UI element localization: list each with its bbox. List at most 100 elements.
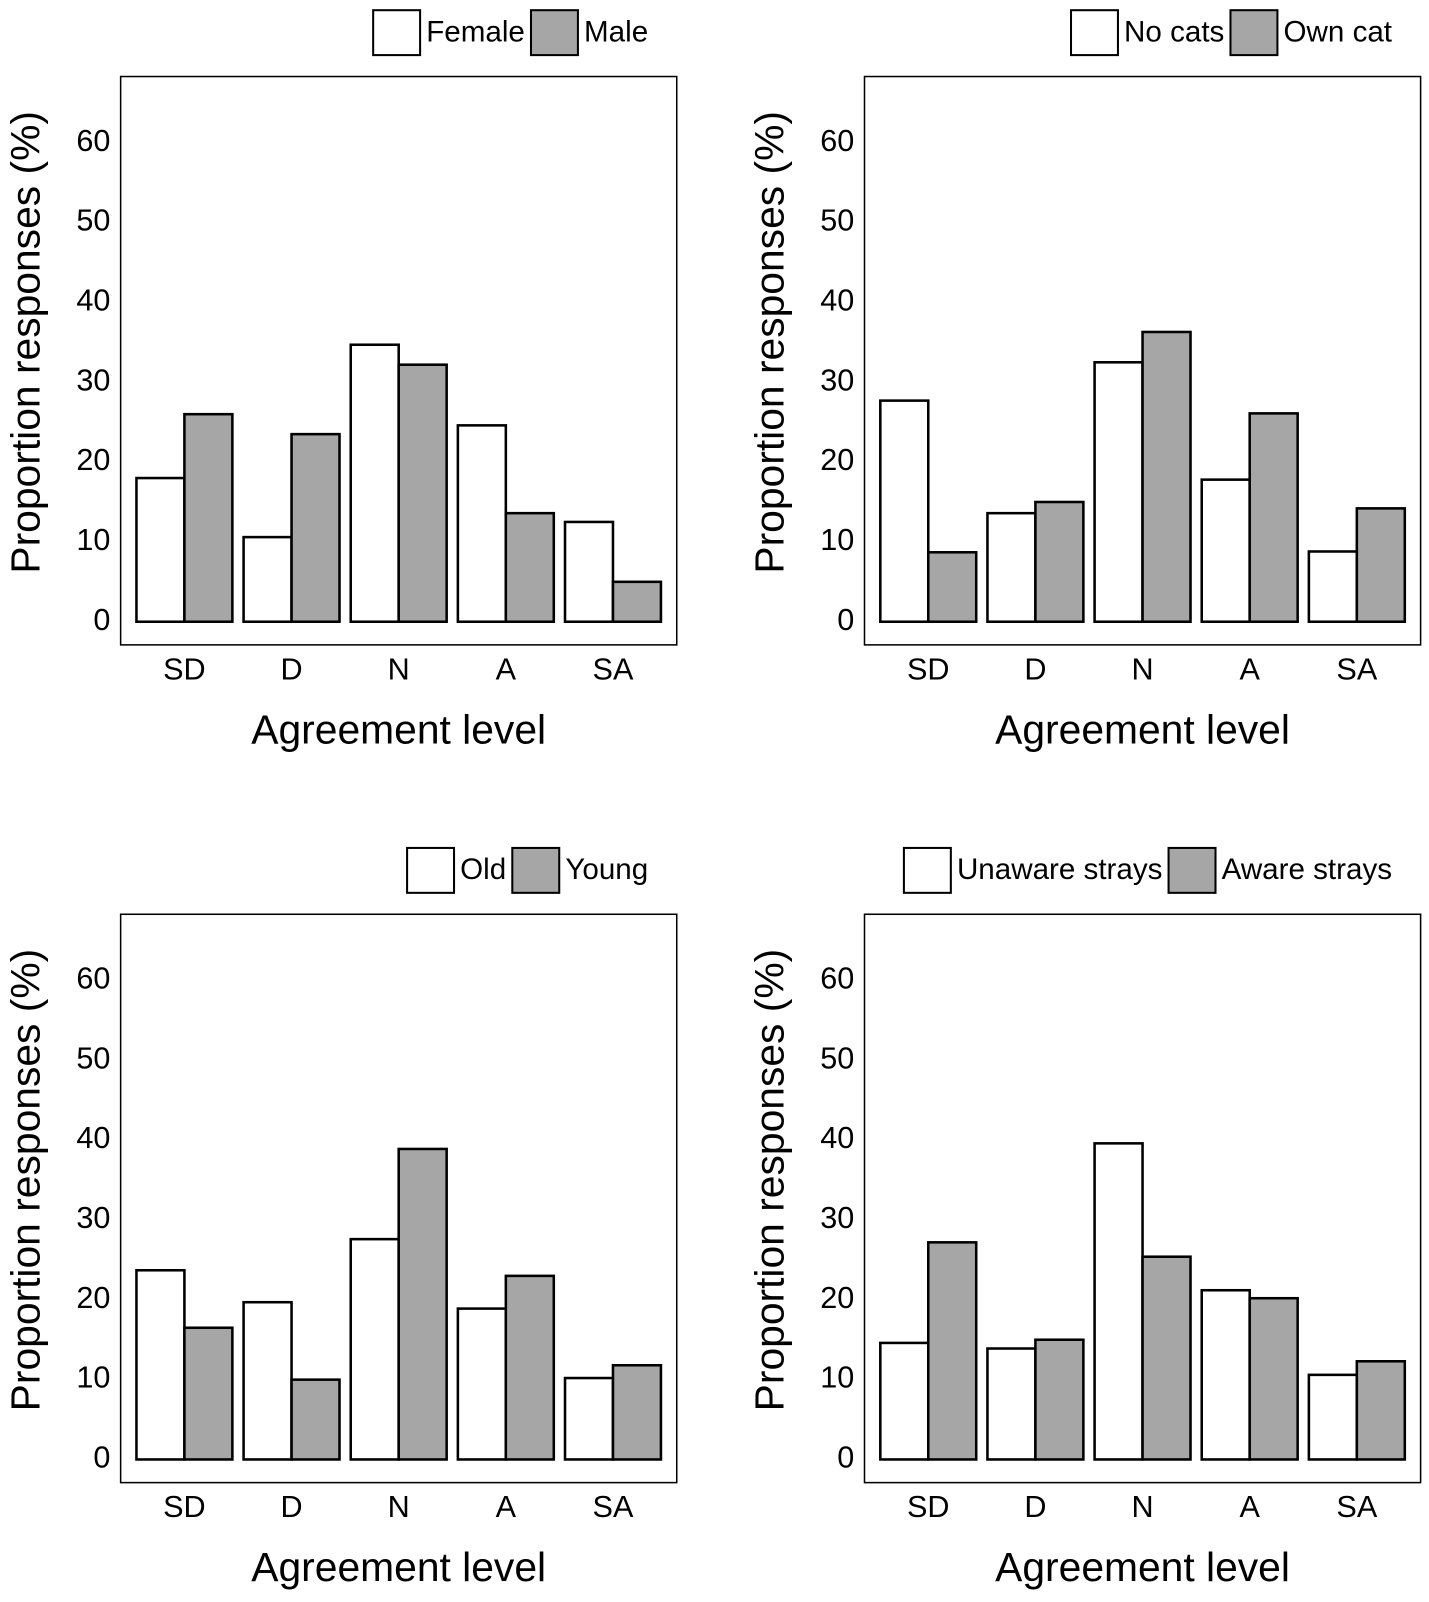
y-tick-label: 0 — [837, 1441, 854, 1475]
legend-label: Male — [584, 15, 648, 48]
y-tick-label: 50 — [76, 204, 110, 238]
y-axis-label: Proportion responses (%) — [3, 111, 49, 574]
bar — [986, 511, 1037, 624]
bar — [504, 1274, 556, 1461]
y-tick-label: 60 — [76, 124, 110, 158]
x-tick-label: SD — [163, 653, 206, 687]
legend-swatch — [529, 9, 579, 57]
y-tick-label: 20 — [820, 443, 854, 477]
legend-label: Aware strays — [1222, 853, 1392, 886]
x-axis-label: Agreement level — [251, 1544, 546, 1590]
legend-swatch — [1167, 846, 1217, 894]
y-tick-label: 30 — [76, 1201, 110, 1235]
y-tick-label: 40 — [76, 1121, 110, 1155]
legend-label: Old — [460, 853, 506, 886]
x-axis-label: Agreement level — [251, 706, 546, 752]
x-tick-label: D — [280, 1490, 302, 1524]
y-tick-label: 50 — [820, 1041, 854, 1075]
legend-label: Unaware strays — [957, 853, 1162, 886]
bar — [563, 1376, 615, 1461]
legend-label: Young — [565, 853, 648, 886]
legend-swatch — [511, 846, 561, 894]
legend: Old Young — [406, 846, 648, 894]
panel: 0 10 20 30 40 50 60 SD D N A SA Agreement level Propo… — [3, 9, 678, 752]
y-tick-label: 20 — [76, 1281, 110, 1315]
y-tick-label: 30 — [820, 1201, 854, 1235]
plot-frame — [119, 913, 678, 1484]
x-tick-label: N — [1131, 653, 1153, 687]
y-tick-label: 0 — [93, 1441, 110, 1475]
y-tick-label: 60 — [76, 962, 110, 996]
y-axis-label: Proportion responses (%) — [3, 949, 49, 1412]
panel: 0 10 20 30 40 50 60 SD D N A SA Agreement level Propo… — [3, 846, 678, 1590]
bar — [456, 424, 508, 624]
bar — [1200, 478, 1251, 624]
x-tick-label: SD — [907, 1490, 950, 1524]
x-tick-label: SD — [907, 653, 950, 687]
x-tick-label: SA — [593, 653, 634, 687]
bar — [397, 1147, 448, 1461]
x-tick-label: SA — [1336, 653, 1377, 687]
bar — [183, 1326, 234, 1461]
x-tick-label: N — [388, 653, 410, 687]
y-tick-label: 10 — [76, 1361, 110, 1395]
bar — [1034, 500, 1085, 624]
y-axis-label: Proportion responses (%) — [746, 111, 792, 574]
legend-swatch — [406, 846, 456, 894]
legend-swatch — [1069, 9, 1119, 57]
legend-swatch — [372, 9, 422, 57]
legend-label: Female — [426, 15, 525, 48]
bar — [879, 1341, 930, 1461]
x-tick-label: D — [1024, 653, 1046, 687]
x-tick-label: D — [280, 653, 302, 687]
bar — [135, 1269, 186, 1461]
y-tick-label: 60 — [820, 962, 854, 996]
bar — [926, 1241, 978, 1461]
y-tick-label: 40 — [76, 284, 110, 318]
bar — [1307, 550, 1359, 624]
bar — [290, 1378, 341, 1461]
legend: Female Male — [372, 9, 648, 57]
x-tick-label: A — [1239, 653, 1260, 687]
bar — [1093, 1142, 1144, 1461]
legend-label: Own cat — [1284, 15, 1393, 48]
bar — [1355, 1360, 1407, 1461]
bar — [1141, 1255, 1192, 1461]
bar — [1141, 330, 1192, 624]
panel: 0 10 20 30 40 50 60 SD D N A SA Agreement level Propo… — [746, 846, 1422, 1590]
bar — [1307, 1373, 1359, 1461]
y-tick-label: 40 — [820, 1121, 854, 1155]
plot-frame — [119, 75, 678, 646]
y-tick-label: 10 — [820, 523, 854, 557]
x-tick-label: N — [1131, 1490, 1153, 1524]
bar — [1200, 1288, 1251, 1461]
x-tick-label: D — [1024, 1490, 1046, 1524]
bar — [611, 580, 663, 624]
x-axis-label: Agreement level — [995, 1544, 1290, 1590]
bar — [456, 1307, 508, 1461]
bar — [926, 551, 978, 624]
bar — [183, 412, 234, 624]
x-tick-label: SA — [593, 1490, 634, 1524]
y-tick-label: 30 — [76, 363, 110, 397]
bar — [1355, 507, 1407, 624]
y-tick-label: 60 — [820, 124, 854, 158]
y-tick-label: 20 — [76, 443, 110, 477]
bar — [242, 1300, 293, 1461]
x-tick-label: A — [496, 653, 517, 687]
bar — [397, 363, 448, 624]
x-tick-label: A — [496, 1490, 517, 1524]
plot-frame — [863, 75, 1422, 646]
y-tick-label: 50 — [76, 1041, 110, 1075]
y-tick-label: 30 — [820, 363, 854, 397]
legend: Unaware strays Aware strays — [902, 846, 1392, 894]
y-tick-label: 10 — [820, 1361, 854, 1395]
legend-swatch — [902, 846, 952, 894]
y-tick-label: 40 — [820, 284, 854, 318]
y-tick-label: 0 — [93, 603, 110, 637]
y-axis-label: Proportion responses (%) — [746, 949, 792, 1412]
x-tick-label: N — [388, 1490, 410, 1524]
x-tick-label: A — [1239, 1490, 1260, 1524]
plot-frame — [863, 913, 1422, 1484]
legend-label: No cats — [1124, 15, 1224, 48]
